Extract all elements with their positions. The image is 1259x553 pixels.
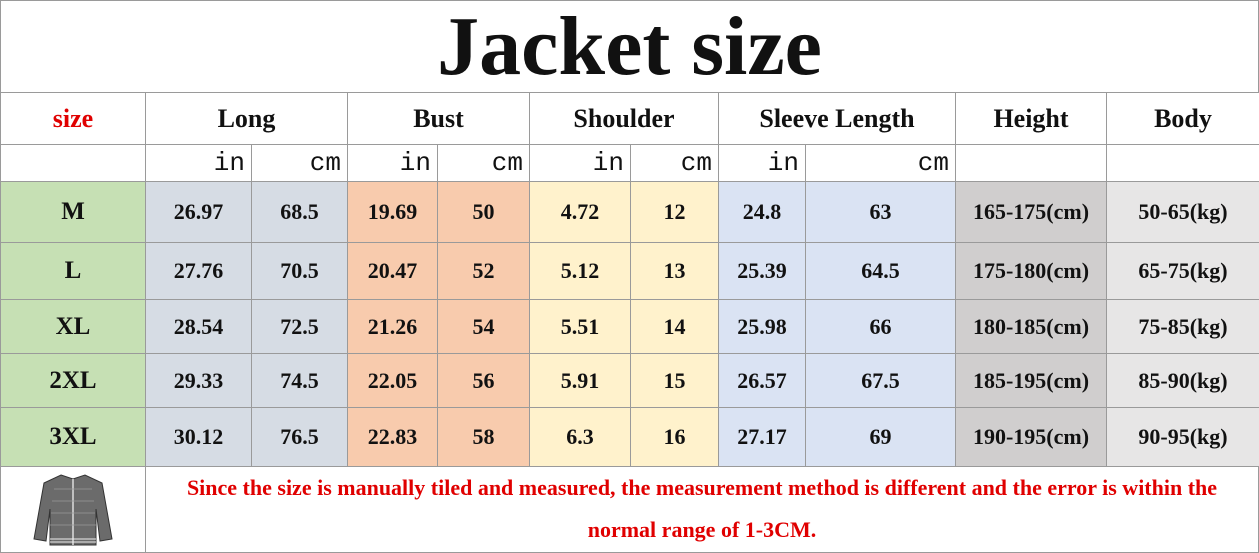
- unit-blank: [0, 144, 146, 182]
- unit-label: in: [529, 144, 631, 182]
- measure-cell: 21.26: [347, 299, 438, 354]
- measure-cell: 14: [630, 299, 719, 354]
- measure-cell: 64.5: [805, 242, 956, 300]
- column-header: Height: [955, 92, 1107, 145]
- measure-cell: 50-65(kg): [1106, 181, 1259, 243]
- measure-cell: 12: [630, 181, 719, 243]
- measure-cell: 24.8: [718, 181, 806, 243]
- size-label: 3XL: [0, 407, 146, 467]
- measure-cell: 27.17: [718, 407, 806, 467]
- unit-label: in: [347, 144, 438, 182]
- column-header: Body: [1106, 92, 1259, 145]
- jacket-icon: [33, 474, 113, 546]
- measure-cell: 90-95(kg): [1106, 407, 1259, 467]
- measure-cell: 74.5: [251, 353, 348, 408]
- measure-cell: 70.5: [251, 242, 348, 300]
- measure-cell: 56: [437, 353, 530, 408]
- column-header: size: [0, 92, 146, 145]
- measure-cell: 25.39: [718, 242, 806, 300]
- unit-blank: [1106, 144, 1259, 182]
- unit-label: in: [718, 144, 806, 182]
- measure-cell: 165-175(cm): [955, 181, 1107, 243]
- measure-cell: 26.57: [718, 353, 806, 408]
- measure-cell: 75-85(kg): [1106, 299, 1259, 354]
- measure-cell: 67.5: [805, 353, 956, 408]
- measure-cell: 4.72: [529, 181, 631, 243]
- measure-cell: 5.12: [529, 242, 631, 300]
- measure-cell: 66: [805, 299, 956, 354]
- column-header: Shoulder: [529, 92, 719, 145]
- measure-cell: 15: [630, 353, 719, 408]
- unit-label: in: [145, 144, 252, 182]
- measure-cell: 185-195(cm): [955, 353, 1107, 408]
- measure-cell: 25.98: [718, 299, 806, 354]
- measure-cell: 180-185(cm): [955, 299, 1107, 354]
- size-label: 2XL: [0, 353, 146, 408]
- measure-cell: 19.69: [347, 181, 438, 243]
- measure-cell: 20.47: [347, 242, 438, 300]
- measure-cell: 190-195(cm): [955, 407, 1107, 467]
- measure-cell: 175-180(cm): [955, 242, 1107, 300]
- measure-cell: 22.05: [347, 353, 438, 408]
- measure-cell: 26.97: [145, 181, 252, 243]
- measure-cell: 85-90(kg): [1106, 353, 1259, 408]
- measure-cell: 68.5: [251, 181, 348, 243]
- unit-label: cm: [630, 144, 719, 182]
- measure-cell: 5.51: [529, 299, 631, 354]
- measure-cell: 63: [805, 181, 956, 243]
- column-header: Long: [145, 92, 348, 145]
- measure-cell: 27.76: [145, 242, 252, 300]
- size-label: XL: [0, 299, 146, 354]
- measure-cell: 5.91: [529, 353, 631, 408]
- jacket-image: [0, 465, 146, 553]
- unit-blank: [955, 144, 1107, 182]
- measure-cell: 50: [437, 181, 530, 243]
- measure-cell: 52: [437, 242, 530, 300]
- measure-cell: 76.5: [251, 407, 348, 467]
- unit-label: cm: [805, 144, 956, 182]
- measure-cell: 54: [437, 299, 530, 354]
- column-header: Bust: [347, 92, 530, 145]
- measure-cell: 22.83: [347, 407, 438, 467]
- measure-cell: 69: [805, 407, 956, 467]
- unit-label: cm: [251, 144, 348, 182]
- measure-cell: 29.33: [145, 353, 252, 408]
- size-label: M: [0, 181, 146, 243]
- measure-cell: 30.12: [145, 407, 252, 467]
- measure-cell: 58: [437, 407, 530, 467]
- note: Since the size is manually tiled and mea…: [145, 465, 1259, 553]
- measure-cell: 72.5: [251, 299, 348, 354]
- measure-cell: 16: [630, 407, 719, 467]
- unit-label: cm: [437, 144, 530, 182]
- measure-cell: 28.54: [145, 299, 252, 354]
- column-header: Sleeve Length: [718, 92, 956, 145]
- title: Jacket size: [0, 0, 1259, 93]
- measure-cell: 6.3: [529, 407, 631, 467]
- measure-cell: 13: [630, 242, 719, 300]
- size-label: L: [0, 242, 146, 300]
- measure-cell: 65-75(kg): [1106, 242, 1259, 300]
